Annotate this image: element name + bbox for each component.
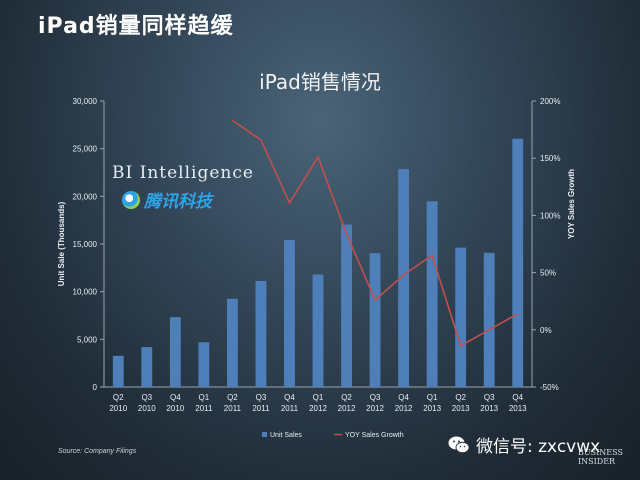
bar-unit-sales (312, 274, 324, 387)
chart-title: iPad销售情况 (259, 70, 381, 94)
x-tick-label: Q4 2013 (509, 393, 527, 413)
x-tick-label-line: Q2 (227, 393, 238, 402)
x-tick-label-line: 2011 (281, 404, 299, 413)
x-tick-label-line: 2011 (252, 404, 270, 413)
y-tick-label: 5,000 (77, 335, 98, 344)
x-tick-label-line: Q2 (455, 393, 466, 402)
x-tick-label-line: Q3 (484, 393, 495, 402)
legend-swatch-unit-sales (262, 432, 267, 437)
wechat-icon (448, 436, 470, 453)
y2-tick-label: 150% (540, 154, 560, 163)
watermark-bi-intelligence: BI Intelligence (112, 163, 254, 183)
x-tick-label-line: Q1 (427, 393, 438, 402)
x-tick-label: Q3 2013 (480, 393, 498, 413)
x-tick-label-line: 2011 (224, 404, 242, 413)
x-tick-label-line: Q2 (341, 393, 352, 402)
x-tick-label: Q4 2011 (281, 393, 299, 413)
x-tick-label-line: 2012 (366, 404, 384, 413)
x-tick-label: Q2 2010 (109, 393, 127, 413)
wechat-id: 微信号: zxcvwx (448, 432, 600, 457)
y-tick-label: 25,000 (73, 145, 98, 154)
y-tick-label: 15,000 (73, 240, 98, 249)
y2-tick-label: 200% (540, 97, 560, 106)
x-tick-label-line: 2012 (395, 404, 413, 413)
slide-title: iPad销量同样趋缓 (38, 14, 234, 39)
x-tick-label: Q4 2012 (395, 393, 413, 413)
bar-unit-sales (341, 224, 352, 387)
x-tick-label-line: Q4 (170, 393, 181, 402)
x-tick-label-line: Q1 (199, 393, 210, 402)
x-tick-label-line: 2010 (166, 404, 184, 413)
y-tick-label: 0 (93, 383, 98, 392)
bar-unit-sales (169, 317, 181, 387)
tencent-logo-icon (122, 190, 140, 209)
x-tick-label-line: Q1 (313, 393, 324, 402)
bi-logo-line2: INSIDER (578, 457, 616, 466)
legend-label-unit-sales: Unit Sales (270, 432, 302, 439)
watermark: BI Intelligence 腾讯科技 (112, 163, 254, 212)
x-tick-label-line: Q4 (398, 393, 409, 402)
x-tick-label-line: 2012 (338, 404, 356, 413)
legend-label-yoy: YOY Sales Growth (345, 432, 404, 439)
bar-unit-sales (284, 239, 295, 387)
wechat-text: 微信号: zxcvwx (476, 437, 601, 457)
bar-unit-sales (512, 138, 524, 387)
y-tick-label: 10,000 (73, 288, 98, 297)
watermark-tencent-tech: 腾讯科技 (144, 192, 212, 212)
bi-logo-line1: BUSINESS (578, 448, 623, 457)
x-tick-label: Q2 2011 (224, 393, 242, 413)
bar-unit-sales (455, 247, 467, 387)
y2-tick-label: 100% (540, 211, 560, 220)
bar-unit-sales (198, 342, 210, 387)
x-tick-label: Q3 2011 (252, 393, 270, 413)
y2-tick-label: 50% (540, 269, 556, 278)
y-tick-label: 20,000 (73, 192, 98, 201)
y2-axis-title: YOY Sales Growth (567, 169, 576, 239)
x-tick-label-line: 2010 (138, 404, 156, 413)
x-tick-label-line: 2011 (195, 404, 213, 413)
x-tick-label: Q3 2012 (366, 393, 384, 413)
x-tick-label: Q4 2010 (166, 393, 184, 413)
bar-unit-sales (369, 253, 381, 387)
x-tick-label: Q2 2012 (338, 393, 356, 413)
x-tick-label-line: 2013 (509, 404, 527, 413)
x-tick-label-line: Q3 (141, 393, 152, 402)
y-tick-label: 30,000 (73, 97, 98, 106)
x-tick-label: Q1 2011 (195, 393, 213, 413)
y2-tick-label: 0% (540, 326, 552, 335)
x-tick-label-line: Q3 (370, 393, 381, 402)
x-tick-label-line: 2013 (452, 404, 470, 413)
bar-unit-sales (483, 252, 495, 387)
y-axis-title: Unit Sale (Thousands) (57, 201, 66, 286)
bar-unit-sales (255, 280, 267, 387)
bar-unit-sales (426, 201, 438, 387)
y2-tick-label: -50% (540, 383, 559, 392)
bar-unit-sales (398, 169, 410, 387)
business-insider-logo: BUSINESS INSIDER (578, 448, 623, 466)
x-tick-label-line: 2010 (109, 404, 127, 413)
x-tick-label-line: Q4 (284, 393, 295, 402)
line-yoy-sales-growth (231, 119, 519, 347)
x-tick-label-line: 2013 (480, 404, 498, 413)
x-tick-label-line: Q3 (256, 393, 267, 402)
x-tick-label: Q1 2012 (309, 393, 327, 413)
x-tick-label-line: Q2 (113, 393, 124, 402)
bar-unit-sales (112, 355, 124, 387)
x-tick-label-line: 2012 (309, 404, 327, 413)
bar-unit-sales (141, 347, 153, 387)
x-tick-label-line: 2013 (423, 404, 441, 413)
bar-unit-sales (226, 298, 238, 387)
x-tick-label: Q1 2013 (423, 393, 441, 413)
x-tick-label: Q2 2013 (452, 393, 470, 413)
x-tick-label-line: Q4 (512, 393, 523, 402)
source-note: Source: Company Filings (58, 448, 137, 455)
x-tick-label: Q3 2010 (138, 393, 156, 413)
